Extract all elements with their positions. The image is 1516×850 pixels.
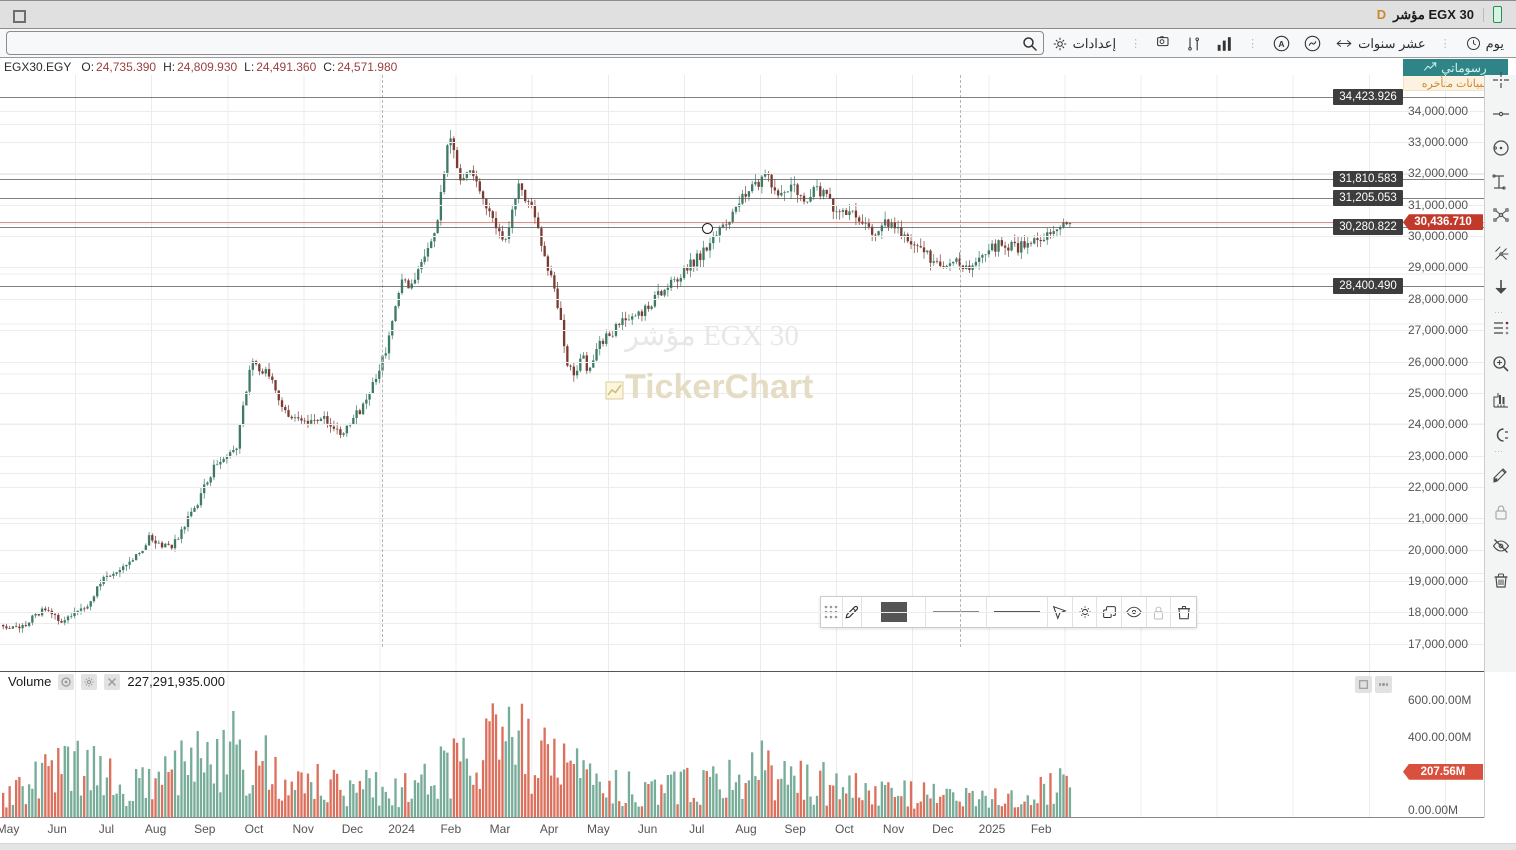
svg-text:A: A [1279, 39, 1285, 49]
